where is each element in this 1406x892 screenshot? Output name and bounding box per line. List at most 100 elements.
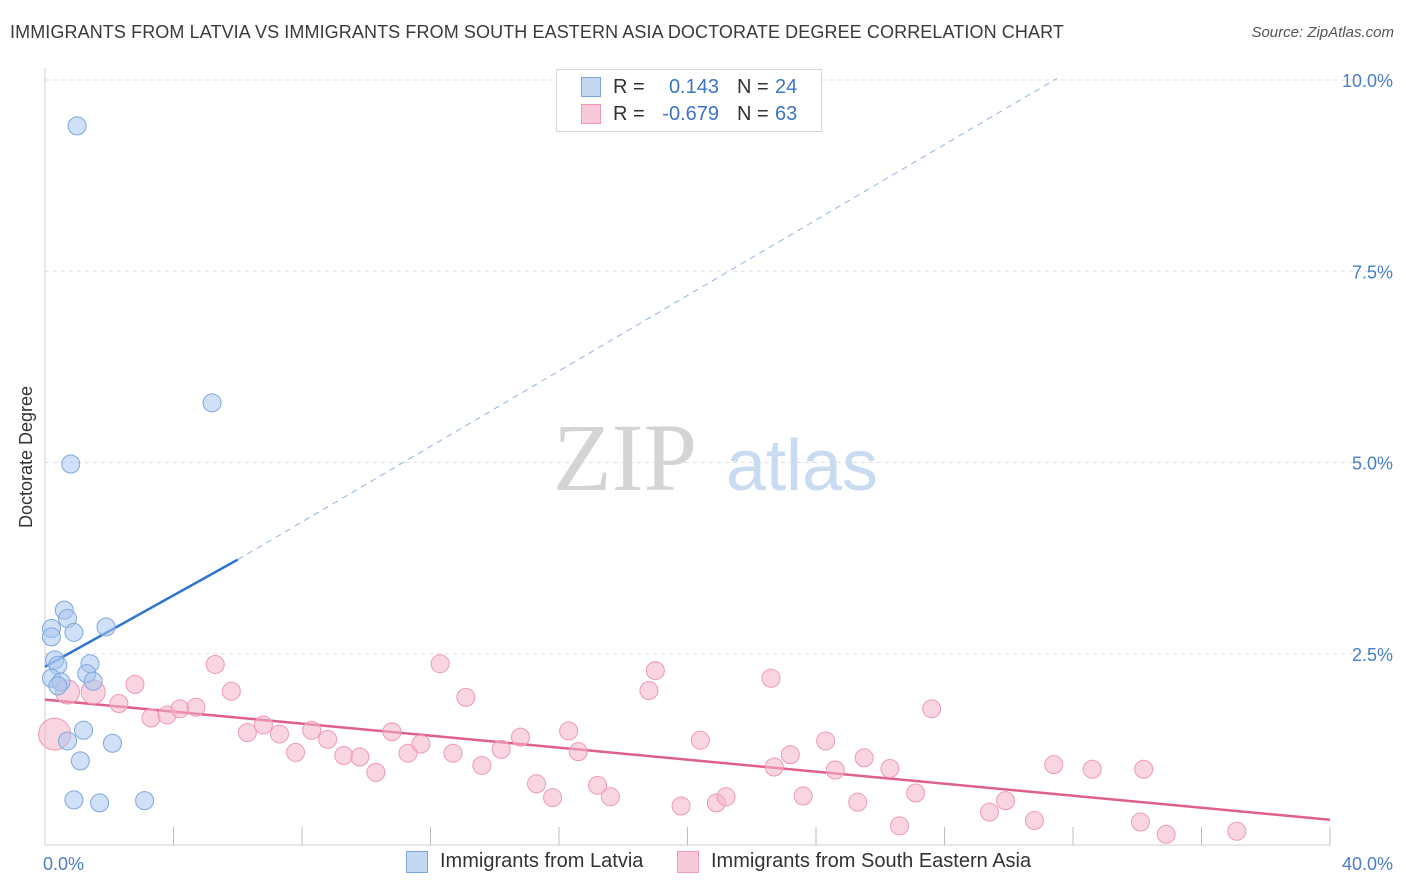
- point-sea: [1130, 812, 1150, 832]
- point-sea: [588, 775, 608, 795]
- point-sea: [253, 715, 273, 735]
- point-latvia: [83, 671, 103, 691]
- point-latvia: [202, 393, 222, 413]
- point-latvia: [64, 790, 84, 810]
- legend-row-latvia: R = 0.143 N = 24: [581, 75, 797, 99]
- x-tick-label: 40.0%: [1342, 854, 1393, 874]
- grid-lines: [45, 79, 1392, 655]
- point-sea: [237, 723, 257, 743]
- point-sea: [382, 722, 402, 742]
- point-sea: [1082, 759, 1102, 779]
- legend-r-label: R =: [613, 75, 645, 98]
- legend-row-sea: R = -0.679 N = 63: [581, 102, 797, 126]
- point-sea: [1024, 811, 1044, 831]
- point-sea: [690, 730, 710, 750]
- point-latvia: [61, 454, 81, 474]
- point-sea: [472, 755, 492, 775]
- legend-n-label: N =: [737, 102, 769, 125]
- x-tick-label: 0.0%: [43, 854, 84, 874]
- legend-r-value: -0.679: [662, 102, 719, 125]
- point-sea: [1156, 824, 1176, 844]
- legend-item-latvia[interactable]: Immigrants from Latvia: [406, 850, 643, 873]
- point-latvia: [96, 617, 116, 637]
- point-latvia: [64, 622, 84, 642]
- point-sea: [793, 786, 813, 806]
- legend-item-sea[interactable]: Immigrants from South Eastern Asia: [677, 850, 1031, 873]
- point-sea: [639, 680, 659, 700]
- correlation-legend: R = 0.143 N = 24 R = -0.679 N = 63: [556, 69, 822, 132]
- point-sea: [491, 739, 511, 759]
- point-sea: [825, 760, 845, 780]
- point-sea: [334, 745, 354, 765]
- y-tick-label: 5.0%: [1352, 454, 1393, 474]
- trend-line-latvia: [44, 558, 239, 668]
- point-sea: [600, 787, 620, 807]
- point-sea: [186, 697, 206, 717]
- point-sea: [1134, 759, 1154, 779]
- point-sea: [411, 734, 431, 754]
- point-sea: [398, 743, 418, 763]
- tick-labels: 2.5% 5.0% 7.5% 10.0% 0.0% 40.0%: [43, 71, 1393, 874]
- point-latvia: [70, 751, 90, 771]
- point-sea: [716, 787, 736, 807]
- legend-label-sea: Immigrants from South Eastern Asia: [711, 850, 1032, 872]
- point-sea: [141, 708, 161, 728]
- y-axis-label: Doctorate Degree: [16, 386, 36, 528]
- point-sea: [510, 727, 530, 747]
- point-sea: [671, 796, 691, 816]
- point-sea: [780, 745, 800, 765]
- point-sea: [890, 816, 910, 836]
- point-sea: [527, 774, 547, 794]
- legend-swatch-sea: [581, 104, 601, 124]
- point-sea: [906, 783, 926, 803]
- legend-swatch-latvia: [581, 77, 601, 97]
- point-sea: [880, 759, 900, 778]
- point-sea: [443, 743, 463, 763]
- legend-r-value: 0.143: [668, 75, 719, 98]
- point-latvia: [90, 793, 110, 813]
- point-latvia: [41, 627, 61, 647]
- point-latvia: [48, 676, 68, 696]
- legend-n-label: N =: [737, 75, 769, 98]
- point-latvia: [74, 720, 94, 740]
- point-latvia: [67, 116, 87, 136]
- point-sea: [430, 654, 450, 674]
- point-sea: [761, 668, 781, 688]
- point-sea: [1044, 755, 1064, 775]
- point-sea: [922, 699, 942, 719]
- source-label: Source: ZipAtlas.com: [1251, 24, 1394, 41]
- point-sea: [302, 720, 322, 740]
- point-sea: [205, 654, 225, 674]
- point-sea: [559, 721, 579, 741]
- point-sea: [854, 748, 874, 768]
- legend-swatch-sea: [677, 850, 699, 873]
- series-legend: Immigrants from Latvia Immigrants from S…: [0, 850, 1406, 878]
- point-sea: [543, 788, 563, 808]
- y-tick-label: 2.5%: [1352, 645, 1393, 665]
- trend-line-latvia-extension: [237, 78, 1058, 561]
- legend-r-label: R =: [613, 102, 645, 125]
- point-sea: [816, 731, 836, 751]
- point-sea: [221, 681, 241, 701]
- point-latvia: [135, 791, 155, 811]
- axes: [44, 68, 1331, 846]
- point-sea: [125, 674, 145, 694]
- point-sea: [764, 757, 784, 777]
- point-sea: [979, 802, 999, 822]
- y-tick-label: 7.5%: [1352, 262, 1393, 282]
- point-sea: [270, 724, 290, 744]
- point-latvia: [102, 733, 122, 753]
- point-sea: [568, 742, 588, 762]
- point-sea: [170, 699, 190, 719]
- legend-swatch-latvia: [406, 850, 428, 873]
- y-tick-label: 10.0%: [1342, 71, 1393, 91]
- legend-n-value: 24: [775, 75, 798, 98]
- point-sea: [456, 687, 476, 707]
- point-sea: [350, 747, 370, 767]
- legend-label-latvia: Immigrants from Latvia: [440, 850, 644, 872]
- point-sea: [996, 791, 1016, 811]
- point-sea: [109, 693, 129, 713]
- point-sea: [286, 742, 306, 762]
- point-sea: [848, 792, 868, 812]
